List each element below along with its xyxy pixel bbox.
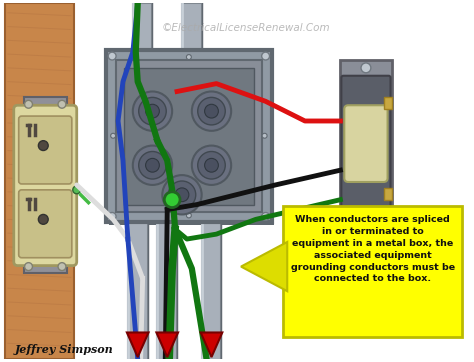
Circle shape xyxy=(168,181,196,209)
Bar xyxy=(383,188,392,200)
FancyBboxPatch shape xyxy=(344,105,388,182)
Circle shape xyxy=(162,175,201,214)
Circle shape xyxy=(58,100,66,108)
Circle shape xyxy=(361,242,371,252)
Bar xyxy=(5,3,74,359)
Circle shape xyxy=(73,186,81,194)
Bar xyxy=(24,97,67,273)
Polygon shape xyxy=(201,332,222,357)
Circle shape xyxy=(146,158,159,172)
Bar xyxy=(109,53,274,225)
Circle shape xyxy=(25,263,32,270)
Circle shape xyxy=(110,133,116,138)
Circle shape xyxy=(139,151,166,179)
Circle shape xyxy=(262,212,270,220)
Circle shape xyxy=(192,146,231,185)
Circle shape xyxy=(175,188,189,202)
Polygon shape xyxy=(127,332,148,357)
Circle shape xyxy=(186,213,191,218)
Circle shape xyxy=(164,192,180,207)
Bar xyxy=(106,50,272,222)
Bar xyxy=(128,218,147,362)
FancyBboxPatch shape xyxy=(341,76,391,241)
Circle shape xyxy=(198,151,225,179)
FancyBboxPatch shape xyxy=(18,116,72,184)
Circle shape xyxy=(146,104,159,118)
Circle shape xyxy=(361,242,371,252)
Circle shape xyxy=(205,158,219,172)
FancyBboxPatch shape xyxy=(14,105,77,266)
Polygon shape xyxy=(241,242,287,291)
Circle shape xyxy=(58,263,66,270)
Circle shape xyxy=(198,97,225,125)
Circle shape xyxy=(139,97,166,125)
Circle shape xyxy=(262,52,270,60)
Circle shape xyxy=(262,133,267,138)
Circle shape xyxy=(38,214,48,224)
Circle shape xyxy=(361,63,371,73)
Circle shape xyxy=(192,92,231,131)
FancyBboxPatch shape xyxy=(18,190,72,258)
Polygon shape xyxy=(156,332,178,357)
Circle shape xyxy=(108,52,116,60)
Bar xyxy=(124,68,254,205)
Circle shape xyxy=(186,55,191,59)
FancyBboxPatch shape xyxy=(283,206,462,337)
Circle shape xyxy=(25,100,32,108)
Circle shape xyxy=(205,104,219,118)
Bar xyxy=(182,3,201,55)
Bar xyxy=(340,60,392,257)
Text: ©ElectricalLicenseRenewal.Com: ©ElectricalLicenseRenewal.Com xyxy=(162,22,330,33)
Text: When conductors are spliced
in or terminated to
equipment in a metal box, the
as: When conductors are spliced in or termin… xyxy=(291,215,455,283)
Circle shape xyxy=(133,92,172,131)
Circle shape xyxy=(108,212,116,220)
Text: Jeffrey Simpson: Jeffrey Simpson xyxy=(15,344,113,355)
Circle shape xyxy=(133,146,172,185)
Bar xyxy=(116,60,262,212)
Bar xyxy=(201,218,221,362)
Bar xyxy=(157,218,177,362)
Circle shape xyxy=(38,141,48,151)
Bar xyxy=(133,3,153,55)
Circle shape xyxy=(362,223,370,231)
Bar xyxy=(383,97,392,109)
